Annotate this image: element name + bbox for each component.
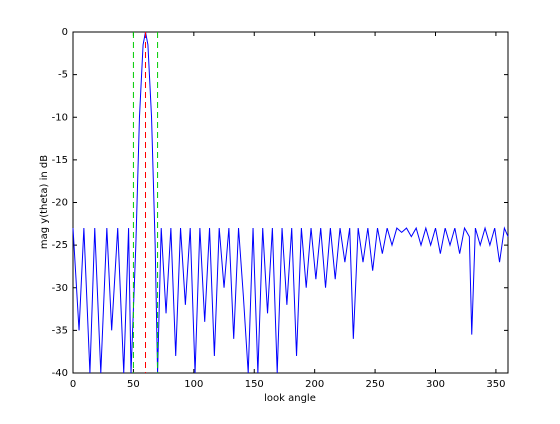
- x-tick-label: 100: [184, 379, 203, 390]
- x-tick-label: 300: [426, 379, 445, 390]
- x-tick-label: 150: [245, 379, 264, 390]
- y-tick-label: -10: [52, 112, 68, 123]
- data-line: [72, 31, 509, 374]
- y-axis-label: mag y(theta) in dB: [39, 155, 50, 249]
- x-tick-label: 50: [127, 379, 140, 390]
- y-tick-label: -30: [52, 283, 68, 294]
- x-axis-label: look angle: [264, 393, 316, 404]
- y-tick-label: -25: [52, 240, 68, 251]
- x-tick-label: 200: [305, 379, 324, 390]
- plot-area: [72, 31, 509, 374]
- x-tick-label: 0: [70, 379, 76, 390]
- x-tick-label: 250: [366, 379, 385, 390]
- y-tick-label: 0: [62, 27, 68, 38]
- y-tick-label: -15: [52, 155, 68, 166]
- y-tick-label: -20: [52, 198, 68, 209]
- y-tick-label: -40: [52, 368, 68, 379]
- y-tick-label: -35: [52, 325, 68, 336]
- y-tick-label: -5: [58, 70, 68, 81]
- x-tick-label: 350: [486, 379, 505, 390]
